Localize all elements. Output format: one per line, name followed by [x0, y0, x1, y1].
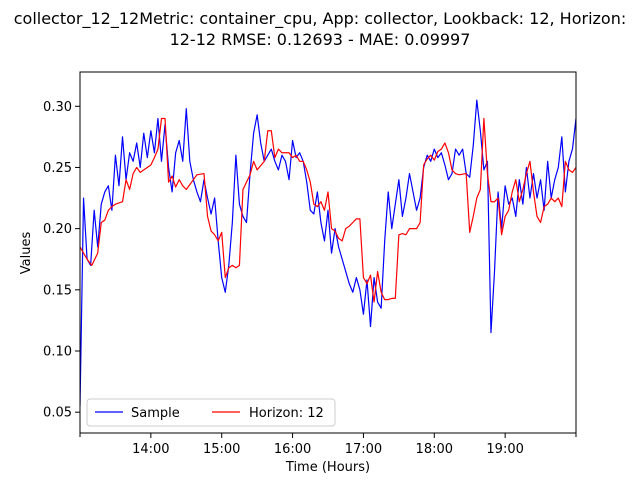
y-tick-label: 0.15: [43, 283, 72, 298]
y-tick-label: 0.05: [43, 406, 72, 421]
series-layer: [80, 99, 576, 407]
x-tick-label: 19:00: [486, 442, 523, 457]
x-tick-label: 17:00: [345, 442, 382, 457]
legend-label-horizon: Horizon: 12: [249, 406, 324, 421]
y-axis: 0.05 0.10 0.15 0.20 0.25 0.30: [43, 100, 80, 421]
x-axis-label: Time (Hours): [285, 460, 370, 475]
legend-label-sample: Sample: [131, 406, 180, 421]
y-tick-label: 0.20: [43, 222, 72, 237]
x-tick-label: 14:00: [132, 442, 169, 457]
x-tick-label: 16:00: [274, 442, 311, 457]
legend: Sample Horizon: 12: [86, 398, 336, 427]
y-tick-label: 0.10: [43, 345, 72, 360]
y-tick-label: 0.25: [43, 161, 72, 176]
legend-box: [86, 398, 336, 427]
series-line-sample: [80, 99, 576, 407]
x-axis: 14:00 15:00 16:00 17:00 18:00 19:00: [79, 433, 577, 457]
plot-area: [79, 71, 577, 434]
y-tick-label: 0.30: [43, 100, 72, 115]
y-axis-label: Values: [19, 232, 34, 275]
x-tick-label: 18:00: [416, 442, 453, 457]
x-tick-label: 15:00: [203, 442, 240, 457]
chart-title-line2: 12-12 RMSE: 0.12693 - MAE: 0.09997: [170, 30, 471, 49]
series-line-horizon-12: [80, 117, 576, 303]
plot-frame: [79, 71, 577, 434]
chart-title-line1: collector_12_12Metric: container_cpu, Ap…: [14, 9, 627, 29]
